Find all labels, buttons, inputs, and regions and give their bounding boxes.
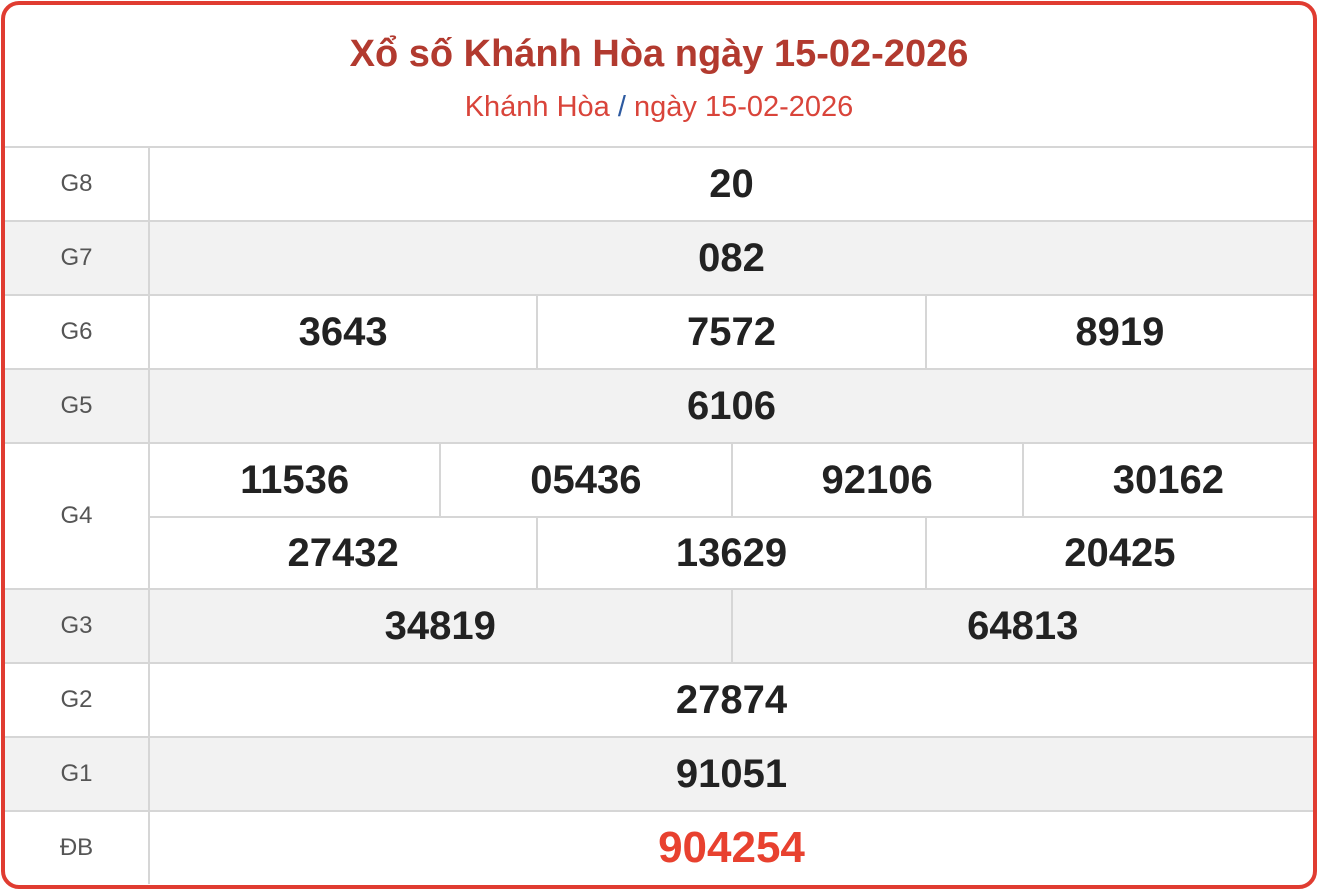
prize-number: 64813 [730, 590, 1314, 662]
prize-row-special: ĐB 904254 [5, 812, 1313, 884]
prize-label: G5 [5, 370, 150, 442]
prize-label: G8 [5, 148, 150, 220]
prize-label: G6 [5, 296, 150, 368]
number-row: 6106 [150, 370, 1313, 442]
prize-number: 20425 [924, 518, 1313, 588]
prize-number: 8919 [924, 296, 1313, 368]
number-row: 91051 [150, 738, 1313, 810]
number-row: 082 [150, 222, 1313, 294]
prize-numbers: 91051 [150, 738, 1313, 810]
prize-row-g6: G6 3643 7572 8919 [5, 296, 1313, 370]
number-row: 904254 [150, 812, 1313, 884]
prize-numbers: 6106 [150, 370, 1313, 442]
prize-label: G3 [5, 590, 150, 662]
prize-number: 7572 [536, 296, 924, 368]
prize-label: G4 [5, 444, 150, 588]
prize-label: ĐB [5, 812, 150, 884]
prize-number: 27874 [675, 677, 788, 722]
results-table: G8 20 G7 082 G6 3643 7572 8919 G5 6106 G4 11536 0543… [5, 146, 1313, 884]
prize-row-g8: G8 20 [5, 148, 1313, 222]
prize-row-g4: G4 11536 05436 92106 30162 27432 13629 20425 [5, 444, 1313, 590]
prize-numbers: 904254 [150, 812, 1313, 884]
header: Xổ số Khánh Hòa ngày 15-02-2026 Khánh Hò… [5, 5, 1313, 146]
prize-numbers: 27874 [150, 664, 1313, 736]
number-row: 27874 [150, 664, 1313, 736]
prize-row-g7: G7 082 [5, 222, 1313, 296]
breadcrumb-province-link[interactable]: Khánh Hòa [464, 91, 610, 123]
prize-number: 11536 [240, 457, 350, 502]
page-title: Xổ số Khánh Hòa ngày 15-02-2026 [349, 33, 969, 75]
prize-numbers: 3643 7572 8919 [150, 296, 1313, 368]
prize-row-g5: G5 6106 [5, 370, 1313, 444]
prize-number: 34819 [384, 603, 496, 648]
prize-numbers: 082 [150, 222, 1313, 294]
prize-number: 082 [698, 235, 765, 280]
prize-numbers: 20 [150, 148, 1313, 220]
number-row: 34819 64813 [150, 590, 1313, 662]
prize-row-g1: G1 91051 [5, 738, 1313, 812]
number-row: 27432 13629 20425 [150, 516, 1313, 588]
prize-number: 13629 [536, 518, 924, 588]
prize-number: 05436 [439, 444, 730, 516]
breadcrumb-date-link[interactable]: ngày 15-02-2026 [634, 91, 854, 123]
prize-number: 6106 [687, 383, 776, 428]
number-row: 20 [150, 148, 1313, 220]
prize-row-g3: G3 34819 64813 [5, 590, 1313, 664]
special-prize-number: 904254 [658, 823, 805, 872]
prize-number: 27432 [287, 530, 399, 575]
prize-number: 30162 [1021, 444, 1313, 516]
prize-numbers: 34819 64813 [150, 590, 1313, 662]
prize-label: G2 [5, 664, 150, 736]
number-row: 3643 7572 8919 [150, 296, 1313, 368]
breadcrumb: Khánh Hòa / ngày 15-02-2026 [5, 90, 1313, 124]
prize-label: G1 [5, 738, 150, 810]
prize-number: 20 [709, 161, 754, 206]
prize-number: 3643 [298, 309, 388, 354]
prize-number: 91051 [675, 751, 788, 796]
number-row: 11536 05436 92106 30162 [150, 444, 1313, 516]
prize-numbers: 11536 05436 92106 30162 27432 13629 20425 [150, 444, 1313, 588]
prize-label: G7 [5, 222, 150, 294]
breadcrumb-separator: / [617, 91, 626, 123]
prize-number: 92106 [730, 444, 1022, 516]
prize-row-g2: G2 27874 [5, 664, 1313, 738]
